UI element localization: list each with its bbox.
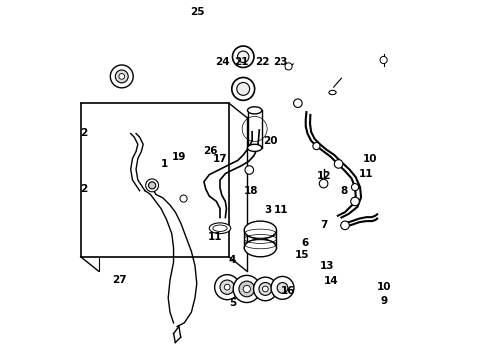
Circle shape [180, 195, 187, 202]
Circle shape [245, 166, 253, 174]
Circle shape [351, 197, 359, 206]
Circle shape [334, 159, 343, 168]
Circle shape [232, 77, 255, 100]
Text: 4: 4 [229, 255, 236, 265]
Circle shape [277, 283, 288, 293]
Circle shape [253, 277, 277, 301]
Text: 14: 14 [323, 276, 338, 286]
Circle shape [148, 182, 156, 189]
Text: 18: 18 [244, 186, 259, 196]
Text: 21: 21 [234, 57, 249, 67]
Text: 2: 2 [80, 128, 87, 138]
Text: 13: 13 [320, 261, 334, 271]
Circle shape [115, 70, 128, 83]
Text: 22: 22 [255, 57, 270, 67]
Circle shape [119, 73, 124, 79]
Circle shape [220, 280, 234, 294]
Text: 9: 9 [380, 296, 387, 306]
Circle shape [110, 65, 133, 88]
Text: 10: 10 [376, 282, 391, 292]
Ellipse shape [329, 90, 336, 95]
Circle shape [380, 57, 387, 64]
Text: 24: 24 [216, 57, 230, 67]
Ellipse shape [245, 221, 276, 239]
Circle shape [285, 63, 292, 70]
Circle shape [233, 275, 260, 302]
Text: 2: 2 [80, 184, 87, 194]
Circle shape [351, 184, 359, 191]
Text: 6: 6 [301, 238, 309, 248]
Text: 8: 8 [341, 186, 348, 196]
Circle shape [237, 82, 249, 95]
Circle shape [243, 285, 250, 293]
Text: 11: 11 [207, 232, 222, 242]
Circle shape [271, 276, 294, 299]
Text: 11: 11 [273, 204, 288, 215]
Text: 23: 23 [273, 57, 288, 67]
Text: 11: 11 [359, 169, 373, 179]
Text: 25: 25 [190, 7, 205, 17]
Text: 3: 3 [265, 205, 272, 215]
Circle shape [294, 99, 302, 108]
Ellipse shape [209, 223, 231, 234]
Ellipse shape [247, 144, 262, 152]
Text: 1: 1 [161, 159, 168, 169]
Circle shape [259, 283, 272, 296]
Circle shape [313, 143, 320, 150]
Circle shape [319, 179, 328, 188]
Circle shape [146, 179, 159, 192]
Circle shape [215, 275, 240, 300]
Circle shape [238, 51, 249, 63]
Circle shape [341, 221, 349, 230]
Circle shape [224, 284, 230, 290]
Ellipse shape [247, 107, 262, 114]
Text: 19: 19 [172, 152, 186, 162]
Text: 15: 15 [295, 250, 309, 260]
Circle shape [239, 281, 255, 297]
Text: 17: 17 [213, 154, 227, 163]
Circle shape [232, 46, 254, 67]
Text: 26: 26 [203, 147, 218, 157]
Text: 27: 27 [112, 275, 126, 285]
Text: 16: 16 [281, 286, 295, 296]
Text: 12: 12 [317, 171, 331, 181]
Circle shape [263, 286, 268, 292]
Text: 20: 20 [264, 136, 278, 146]
Text: 10: 10 [363, 154, 377, 163]
Bar [81, 103, 229, 257]
Text: 7: 7 [320, 220, 327, 230]
Text: 5: 5 [229, 298, 236, 308]
Ellipse shape [245, 239, 276, 257]
